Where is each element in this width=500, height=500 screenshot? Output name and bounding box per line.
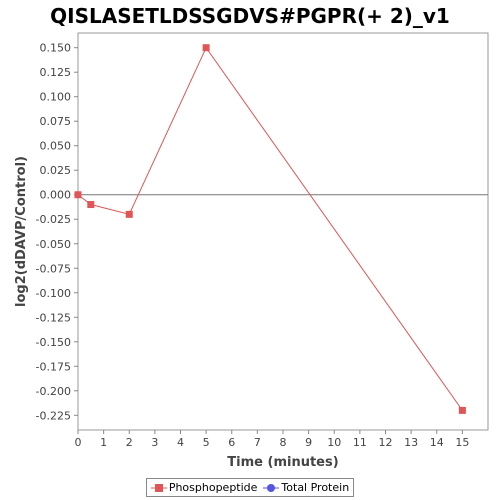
data-point [458,406,466,414]
y-tick-label: 0.125 [40,66,72,79]
x-tick-label: 8 [280,436,287,449]
square-marker-icon [150,483,167,492]
legend-label-phosphopeptide: Phosphopeptide [168,481,258,494]
x-tick-label: 12 [379,436,393,449]
x-tick-label: 4 [177,436,184,449]
x-tick-label: 0 [75,436,82,449]
y-tick-label: -0.075 [36,262,71,275]
y-tick-label: -0.025 [36,213,71,226]
data-point [87,201,95,209]
y-tick-label: -0.050 [36,238,71,251]
y-tick-label: 0.075 [40,115,72,128]
legend-label-total-protein: Total Protein [281,481,350,494]
y-tick-label: 0.025 [40,164,72,177]
circle-marker-icon [263,483,280,492]
x-tick-label: 14 [430,436,444,449]
x-tick-label: 6 [228,436,235,449]
x-tick-label: 11 [353,436,367,449]
data-point [74,191,82,199]
legend: Phosphopeptide Total Protein [146,478,354,497]
x-tick-label: 1 [100,436,107,449]
x-tick-label: 3 [151,436,158,449]
y-tick-label: 0.100 [40,91,72,104]
plot-area [77,32,489,431]
x-tick-label: 13 [404,436,418,449]
y-tick-label: -0.175 [36,360,71,373]
y-tick-label: 0.150 [40,42,72,55]
y-tick-label: 0.050 [40,140,72,153]
x-axis-label: Time (minutes) [227,455,338,470]
x-tick-label: 10 [327,436,341,449]
x-tick-label: 7 [254,436,261,449]
data-point [125,210,133,218]
y-tick-label: -0.200 [36,385,71,398]
legend-item-total-protein: Total Protein [263,481,349,494]
x-tick-label: 5 [203,436,210,449]
y-tick-label: 0.000 [40,189,72,202]
y-tick-label: -0.150 [36,336,71,349]
y-tick-label: -0.100 [36,287,71,300]
x-tick-label: 9 [305,436,312,449]
y-tick-label: -0.225 [36,409,71,422]
y-axis-label: log2(dDAVP/Control) [14,156,29,307]
chart-title: QISLASETLDSSGDVS#PGPR(+ 2)_v1 [50,4,450,28]
legend-item-phosphopeptide: Phosphopeptide [150,481,258,494]
y-tick-label: -0.125 [36,311,71,324]
x-tick-label: 15 [455,436,469,449]
x-tick-label: 2 [126,436,133,449]
data-point [202,44,210,52]
